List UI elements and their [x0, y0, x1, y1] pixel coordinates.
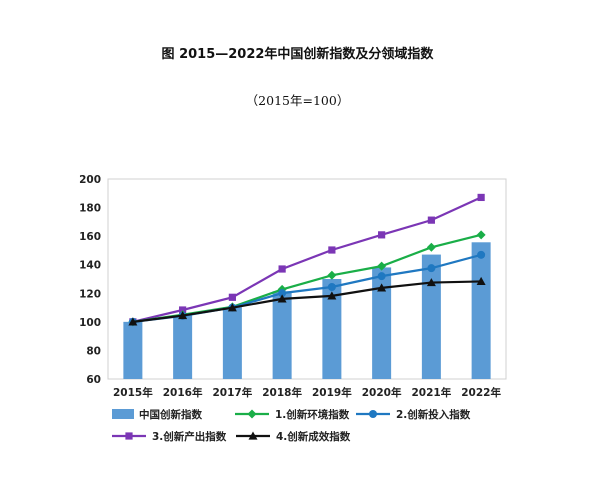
- y-tick-label: 140: [79, 260, 101, 272]
- bar: [222, 307, 242, 379]
- y-tick-label: 100: [79, 317, 101, 329]
- data-point: [327, 270, 337, 280]
- y-tick-label: 80: [86, 345, 101, 357]
- plot-frame: [107, 178, 507, 380]
- data-point: [328, 246, 336, 254]
- bar: [421, 254, 441, 379]
- data-point: [477, 193, 485, 202]
- data-point: [227, 303, 237, 312]
- bar: [123, 321, 143, 379]
- data-point: [327, 291, 337, 300]
- data-point: [277, 294, 287, 303]
- data-point: [427, 216, 435, 224]
- x-tick-label: 2018年: [262, 386, 302, 399]
- data-point: [476, 276, 486, 286]
- x-tick-label: 2019年: [312, 386, 352, 399]
- legend-label: 1.创新环境指数: [275, 408, 350, 421]
- y-tick-label: 200: [79, 174, 101, 186]
- bar: [471, 242, 491, 379]
- data-point: [178, 311, 188, 320]
- data-point: [477, 250, 486, 259]
- chart-subtitle: （2015年=100）: [245, 93, 350, 108]
- legend-swatch: [112, 409, 134, 419]
- data-point: [327, 283, 336, 291]
- bar: [173, 315, 193, 379]
- legend-label: 2.创新投入指数: [396, 408, 471, 421]
- legend-marker: [369, 410, 377, 418]
- data-point: [377, 261, 387, 271]
- data-point: [426, 242, 436, 252]
- series-line: [132, 280, 482, 323]
- bar: [272, 291, 292, 379]
- data-point: [427, 264, 436, 273]
- x-tick-label: 2017年: [213, 386, 253, 399]
- legend-label: 4.创新成效指数: [276, 430, 351, 443]
- data-point: [228, 293, 236, 301]
- x-tick-label: 2016年: [163, 386, 203, 399]
- bar: [372, 267, 392, 379]
- chart-title: 图 2015—2022年中国创新指数及分领域指数: [161, 47, 434, 62]
- x-tick-label: 2020年: [362, 386, 402, 399]
- y-tick-label: 180: [79, 203, 101, 215]
- legend-marker: [248, 431, 258, 440]
- legend-marker: [247, 409, 257, 419]
- data-point: [278, 265, 286, 273]
- x-tick-label: 2021年: [412, 386, 452, 399]
- legend-label: 3.创新产出指数: [152, 430, 227, 443]
- data-point: [377, 272, 386, 281]
- legend-label: 中国创新指数: [139, 408, 202, 421]
- x-tick-label: 2022年: [461, 386, 501, 399]
- y-tick-label: 120: [79, 288, 101, 300]
- x-tick-label: 2015年: [113, 386, 153, 399]
- y-tick-label: 160: [79, 231, 101, 243]
- series-line: [132, 196, 482, 323]
- data-point: [128, 317, 138, 326]
- data-point: [426, 278, 436, 287]
- y-tick-label: 60: [86, 374, 101, 386]
- legend-marker: [125, 432, 133, 440]
- data-point: [378, 231, 386, 239]
- data-point: [179, 306, 187, 314]
- data-point: [377, 283, 387, 292]
- data-point: [476, 230, 486, 240]
- data-point: [278, 289, 287, 298]
- bar: [322, 279, 342, 379]
